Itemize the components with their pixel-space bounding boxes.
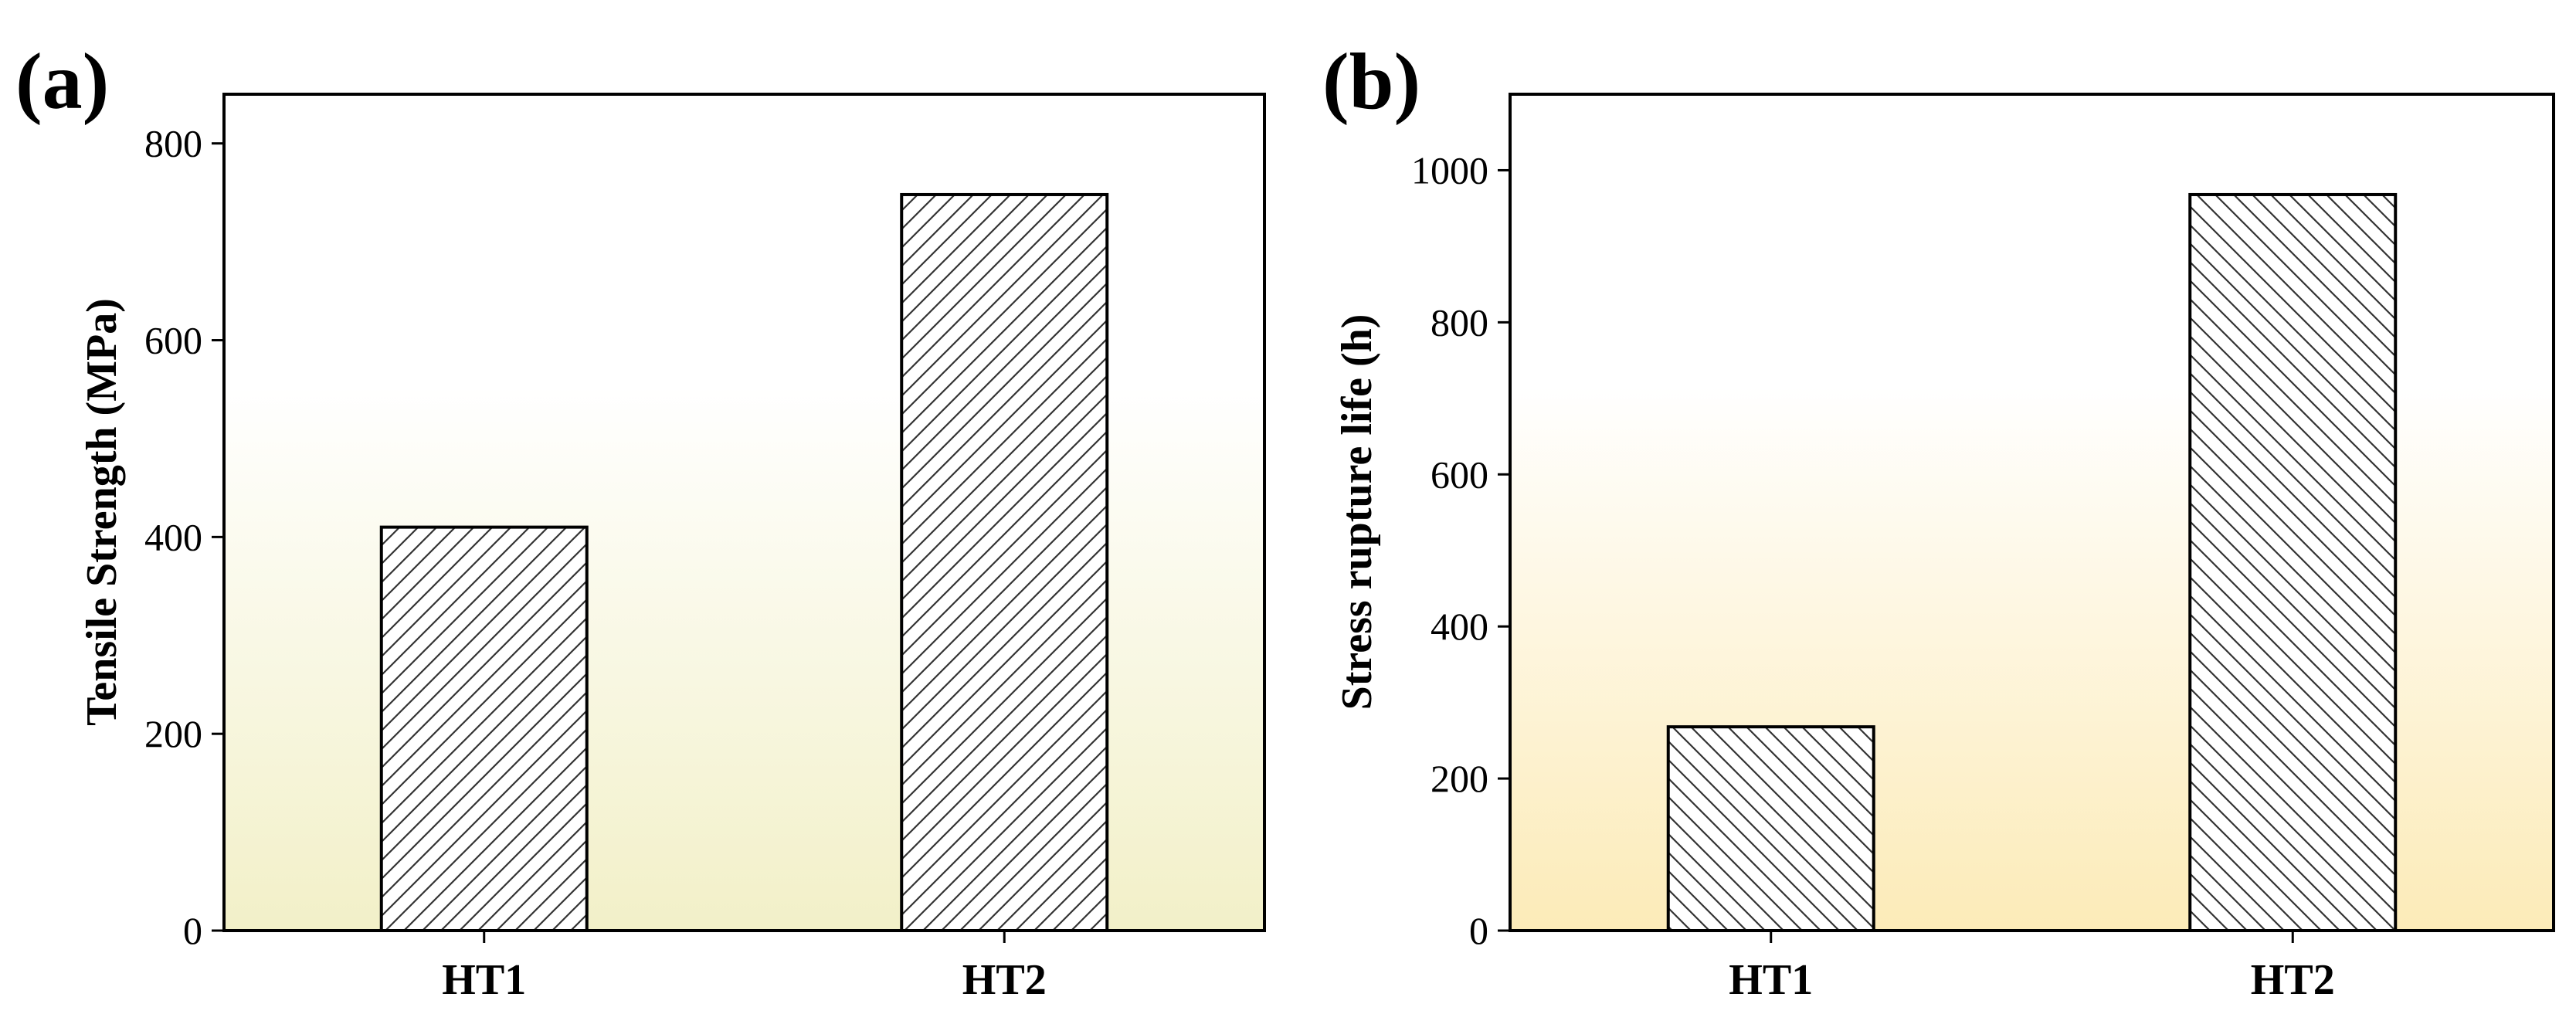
panel-b-plot-area: [1510, 94, 2554, 931]
panel-b-marks: [1666, 192, 2398, 933]
panel-a-bar-ht1: [379, 525, 589, 932]
panel-b-bar-ht2: [2188, 192, 2398, 932]
panel-a-bar-ht2: [900, 192, 1109, 932]
panel-b-x-tick-label: HT2: [2251, 956, 2335, 1004]
panel-b-y-tick-label: 1000: [1411, 148, 1488, 192]
panel-a: (a) 0 200 400 600 800 HT1 HT2 Tensile Strengt…: [15, 37, 1266, 1004]
panel-b-frame: [1509, 93, 2555, 932]
panel-b-y-tick-label: 800: [1431, 300, 1488, 344]
panel-a-marks: [379, 192, 1109, 932]
panel-a-x-axis: HT1 HT2: [442, 931, 1047, 1004]
panel-a-y-axis: 0 200 400 600 800: [144, 122, 224, 952]
panel-b: (b) 0 200 400 600 800 1000 HT1 HT2 Stress rupt…: [1322, 37, 2555, 1004]
panel-a-frame: [222, 93, 1266, 932]
panel-b-x-tick-label: HT1: [1729, 956, 1813, 1004]
panel-b-y-tick-label: 400: [1431, 605, 1488, 648]
panel-a-y-tick-label: 0: [183, 909, 202, 952]
panel-a-y-tick-label: 200: [144, 712, 202, 755]
panel-a-label: (a): [15, 37, 109, 126]
panel-b-x-axis: HT1 HT2: [1729, 931, 2335, 1004]
panel-b-label: (b): [1322, 37, 1420, 126]
panel-b-y-tick-label: 600: [1431, 453, 1488, 496]
panel-a-x-tick-label: HT2: [962, 956, 1047, 1004]
panel-b-y-axis-label: Stress rupture life (h): [1333, 314, 1381, 710]
panel-a-y-tick-label: 600: [144, 319, 202, 362]
panel-b-y-axis: 0 200 400 600 800 1000: [1411, 148, 1510, 952]
panel-a-x-tick-label: HT1: [442, 956, 526, 1004]
panel-b-y-tick-label: 200: [1431, 757, 1488, 800]
panel-a-y-axis-label: Tensile Strength (MPa): [78, 298, 126, 726]
panel-a-y-tick-label: 800: [144, 122, 202, 165]
panel-b-bar-ht1: [1666, 725, 1875, 933]
panel-a-y-tick-label: 400: [144, 515, 202, 558]
panel-b-y-tick-label: 0: [1469, 909, 1488, 952]
